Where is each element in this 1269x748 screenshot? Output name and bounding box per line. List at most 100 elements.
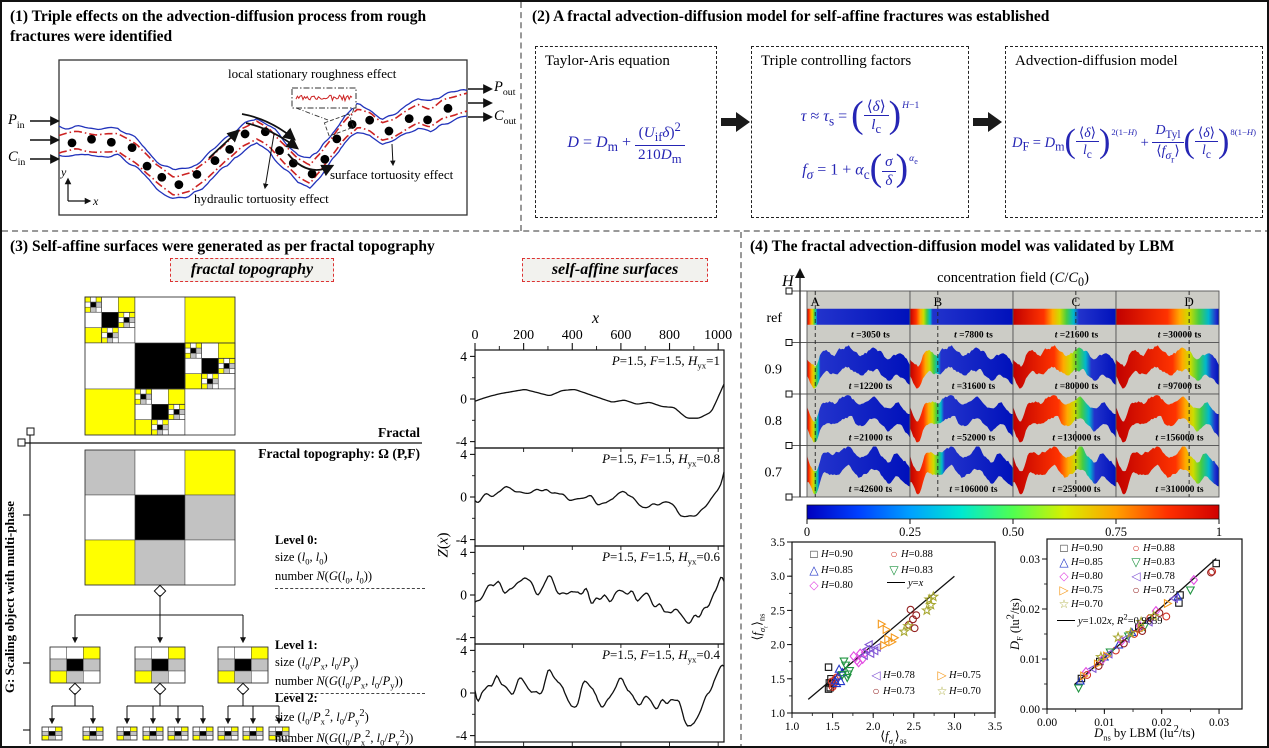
label-p-in: Pin <box>8 112 25 131</box>
self-affine-surfaces-plot: x 0 200 400 600 800 1000 4 0 -4 4 0 -4 4 0 -4 4 0 -4 Z(x) … <box>432 287 742 746</box>
level-2-name: Level 2: <box>275 691 318 705</box>
triright-marker-icon: ▷ <box>937 668 947 682</box>
svg-text:y: y <box>60 165 67 179</box>
panel-fractal-model: (2) A fractal advection-diffusion model … <box>522 2 1267 232</box>
svg-text:0.03: 0.03 <box>1020 554 1040 566</box>
surface-annotation-h04: P=1.5, F=1.5, Hyx=0.4 <box>602 647 720 665</box>
box-advection-diffusion-title: Advection-diffusion model <box>1015 53 1178 69</box>
svg-text:0.8: 0.8 <box>765 414 783 429</box>
legend-entry: ◁ H=0.78 <box>869 668 915 683</box>
level-1-number: number N(G(l0/Px, l0/Py)) <box>275 673 425 694</box>
legend-entry: ☆ H=0.70 <box>1058 597 1103 611</box>
surface-annotation-h06: P=1.5, F=1.5, Hyx=0.6 <box>602 549 720 567</box>
svg-text:-4: -4 <box>456 728 467 743</box>
label-hydraulic-tortuosity-effect: hydraulic tortuosity effect <box>194 191 329 206</box>
fracture-diagram: yx <box>30 59 493 216</box>
svg-text:t =130000 ts: t =130000 ts <box>1052 434 1100 444</box>
surface-annotation-h08: P=1.5, F=1.5, Hyx=0.8 <box>602 451 720 469</box>
square-marker-icon: □ <box>810 547 818 561</box>
legend-entry: ▽ H=0.83 <box>887 563 933 578</box>
legend-entry: ◇ H=0.80 <box>807 578 853 593</box>
svg-text:Fractal topography: Ω (P,F): Fractal topography: Ω (P,F) <box>258 446 420 461</box>
surfaces-ylabel: Z(x) <box>435 532 452 558</box>
svg-text:1: 1 <box>1216 525 1222 539</box>
legend-entry: ○ H=0.88 <box>1129 541 1175 556</box>
panel2-title: (2) A fractal advection-diffusion model … <box>532 8 1050 25</box>
level-0-label: Level 0: size (l0, l0) number N(G(l0, l0… <box>275 532 425 589</box>
fractal-topography-diagram: Fractal Fractal topography: Ω (P,F) G: Sca… <box>2 296 422 744</box>
svg-text:0.03: 0.03 <box>1209 717 1229 729</box>
svg-text:200: 200 <box>513 328 534 343</box>
box-triple-factors: Triple controlling factors τ ≈ τs = (⟨δ⟩… <box>751 46 969 218</box>
svg-text:0.25: 0.25 <box>899 525 921 539</box>
panel1-title-line2: fractures were identified <box>10 28 173 46</box>
svg-text:t =3050 ts: t =3050 ts <box>851 331 890 341</box>
panel3-title: (3) Self-affine surfaces were generated … <box>10 238 435 255</box>
scatter1-axes: 1.01.0 1.5 1.5 2.0 2.0 2.5 2.5 3.0 3.0 3.5 3.5 <box>771 537 1003 733</box>
svg-text:4: 4 <box>460 349 467 364</box>
divider-vertical-top <box>520 2 522 231</box>
badge-fractal-topography: fractal topography <box>170 258 334 282</box>
svg-text:ref: ref <box>766 311 782 326</box>
star-marker-icon: ☆ <box>1058 597 1070 611</box>
level-2-size: size (l0/Px2, l0/Py2) <box>275 707 369 727</box>
legend-entry: △ H=0.85 <box>1057 555 1103 570</box>
level-2-number: number N(G(l0/Px2, l0/Py2)) <box>275 728 425 746</box>
svg-text:2.5: 2.5 <box>771 605 786 617</box>
label-c-in: Cin <box>8 149 26 168</box>
svg-text:0: 0 <box>460 490 467 505</box>
svg-text:t =31600 ts: t =31600 ts <box>952 382 996 392</box>
legend-entry: ○ H=0.88 <box>887 547 933 562</box>
svg-text:3.0: 3.0 <box>947 721 962 733</box>
level-0-size: size (l0, l0) <box>275 549 328 567</box>
line-sample-icon <box>887 582 905 583</box>
panel-self-affine-generation: (3) Self-affine surfaces were generated … <box>2 232 742 746</box>
divider-horizontal <box>2 230 1267 232</box>
panel1-title-line1: (1) Triple effects on the advection-diff… <box>10 8 427 25</box>
svg-text:3.5: 3.5 <box>988 721 1003 733</box>
box-taylor-aris-title: Taylor-Aris equation <box>545 53 670 69</box>
triup-marker-icon: △ <box>1059 555 1069 569</box>
triright-marker-icon: ▷ <box>1059 583 1069 597</box>
tortuosity-equation: τ ≈ τs = (⟨δ⟩ lc)H−1 <box>800 94 920 137</box>
legend-entry: ◇ H=0.80 <box>1057 569 1103 584</box>
svg-text:0.50: 0.50 <box>1002 525 1024 539</box>
box-triple-factors-title: Triple controlling factors <box>761 53 912 69</box>
legend-entry: ○ H=0.73 <box>869 684 915 699</box>
concentration-field-title: concentration field (C/C0) <box>937 270 1089 289</box>
svg-text:t =30000 ts: t =30000 ts <box>1158 331 1202 341</box>
svg-text:t =42600 ts: t =42600 ts <box>849 485 893 495</box>
level-2-label: Level 2: size (l0/Px2, l0/Py2) number N(… <box>275 690 425 746</box>
circle-marker-icon: ○ <box>872 683 880 698</box>
level-1-name: Level 1: <box>275 638 318 652</box>
legend-entry: ◁ H=0.78 <box>1129 569 1175 584</box>
svg-text:t =52000 ts: t =52000 ts <box>952 434 996 444</box>
svg-text:B: B <box>933 294 942 309</box>
svg-text:t =7800 ts: t =7800 ts <box>954 331 993 341</box>
svg-text:800: 800 <box>659 328 680 343</box>
legend-entry: ▷ H=0.75 <box>1057 583 1103 598</box>
svg-text:0: 0 <box>472 328 479 343</box>
svg-text:x: x <box>591 310 599 327</box>
svg-text:0: 0 <box>460 392 467 407</box>
svg-text:1.0: 1.0 <box>771 708 786 720</box>
svg-text:A: A <box>811 294 821 309</box>
roughness-factor-equation: fσ = 1 + αc(σ δ)αe <box>802 148 918 190</box>
trileft-marker-icon: ◁ <box>1131 569 1141 583</box>
legend-entry: ▽ H=0.83 <box>1129 555 1175 570</box>
svg-text:0: 0 <box>460 686 467 701</box>
svg-text:2.0: 2.0 <box>771 640 786 652</box>
svg-text:2.0: 2.0 <box>866 721 881 733</box>
svg-text:4: 4 <box>460 545 467 560</box>
diamond-marker-icon: ◇ <box>809 578 819 592</box>
svg-text:0.7: 0.7 <box>765 465 783 480</box>
svg-text:0.01: 0.01 <box>1094 717 1114 729</box>
svg-text:G: Scaling object with multi-p: G: Scaling object with multi-phase <box>2 501 17 693</box>
legend-entry: ☆ H=0.70 <box>936 683 981 698</box>
surface-annotation-h1: P=1.5, F=1.5, Hyx=1 <box>611 353 720 371</box>
svg-text:-4: -4 <box>456 434 467 449</box>
panel-triple-effects: (1) Triple effects on the advection-diff… <box>2 2 522 232</box>
badge-self-affine-surfaces: self-affine surfaces <box>522 258 708 282</box>
